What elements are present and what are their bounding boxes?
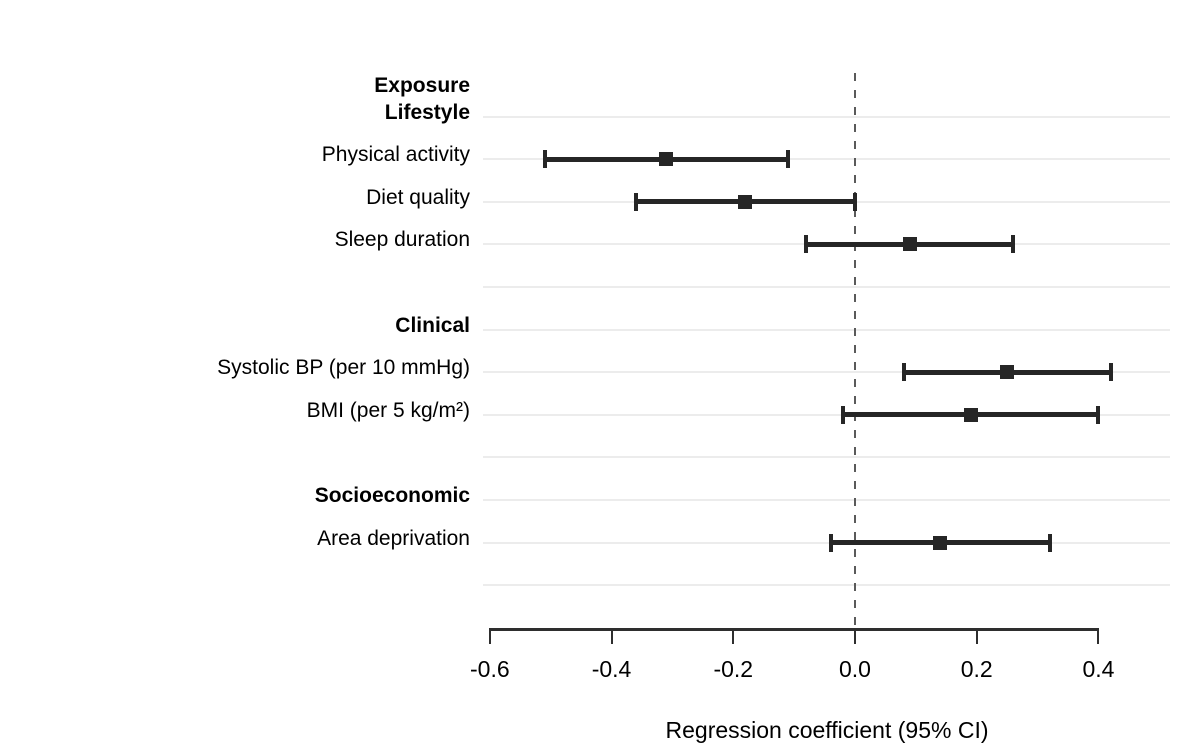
x-axis-tick-mark (854, 628, 856, 644)
x-axis-tick-label: 0.2 (960, 656, 993, 682)
estimate-marker (738, 194, 753, 209)
exposure-row-label: BMI (per 5 kg/m²) (306, 398, 470, 422)
estimate-marker (933, 535, 948, 550)
ci-cap-high (1096, 405, 1101, 424)
row-gridline (483, 115, 1170, 118)
x-axis-tick-mark (975, 628, 978, 644)
exposure-row-label: Systolic BP (per 10 mmHg) (217, 356, 470, 380)
ci-cap-low (804, 235, 809, 254)
ci-cap-low (542, 150, 547, 169)
row-gridline (483, 584, 1170, 587)
exposure-column-header: Exposure (374, 74, 470, 97)
ci-cap-low (828, 533, 833, 552)
group-header-label: Lifestyle (384, 100, 470, 124)
exposure-row-label: Diet quality (366, 185, 470, 209)
row-gridline (483, 498, 1170, 501)
ci-cap-high (786, 150, 791, 169)
x-axis-tick-label: 0.4 (1082, 656, 1115, 682)
x-axis-tick-mark (610, 628, 613, 644)
ci-cap-high (1047, 533, 1052, 552)
x-axis-tick-mark (488, 628, 491, 644)
x-axis-tick-label: -0.6 (470, 656, 510, 682)
exposure-row-label: Physical activity (321, 143, 470, 167)
exposure-row-label: Area deprivation (317, 526, 470, 550)
row-gridline (483, 371, 1170, 374)
exposure-row-label: Sleep duration (334, 228, 470, 252)
group-header-label: Clinical (395, 313, 470, 337)
ci-cap-low (840, 405, 845, 424)
x-axis-tick-mark (1097, 628, 1100, 644)
row-gridline (483, 158, 1170, 161)
estimate-marker (963, 407, 978, 422)
row-gridline (483, 541, 1170, 544)
x-axis-tick-label: -0.4 (591, 656, 632, 682)
x-axis-tick-mark (732, 628, 735, 644)
group-header-label: Socioeconomic (314, 483, 470, 507)
x-axis-line (488, 628, 1100, 631)
zero-reference-line (854, 73, 856, 628)
ci-cap-high (1011, 235, 1016, 254)
row-gridline (483, 413, 1170, 416)
row-gridline (483, 456, 1170, 459)
ci-cap-low (901, 363, 906, 382)
row-gridline (483, 285, 1170, 288)
ci-cap-high (1108, 363, 1113, 382)
x-axis-tick-label: -0.2 (713, 656, 754, 682)
estimate-marker (902, 237, 917, 252)
estimate-marker (659, 152, 674, 167)
ci-cap-low (633, 192, 638, 211)
x-axis-title: Regression coefficient (95% CI) (665, 717, 989, 743)
ci-cap-high (853, 192, 857, 211)
row-gridline (483, 328, 1170, 331)
estimate-marker (1000, 365, 1015, 380)
x-axis-tick-label: 0.0 (839, 656, 871, 682)
